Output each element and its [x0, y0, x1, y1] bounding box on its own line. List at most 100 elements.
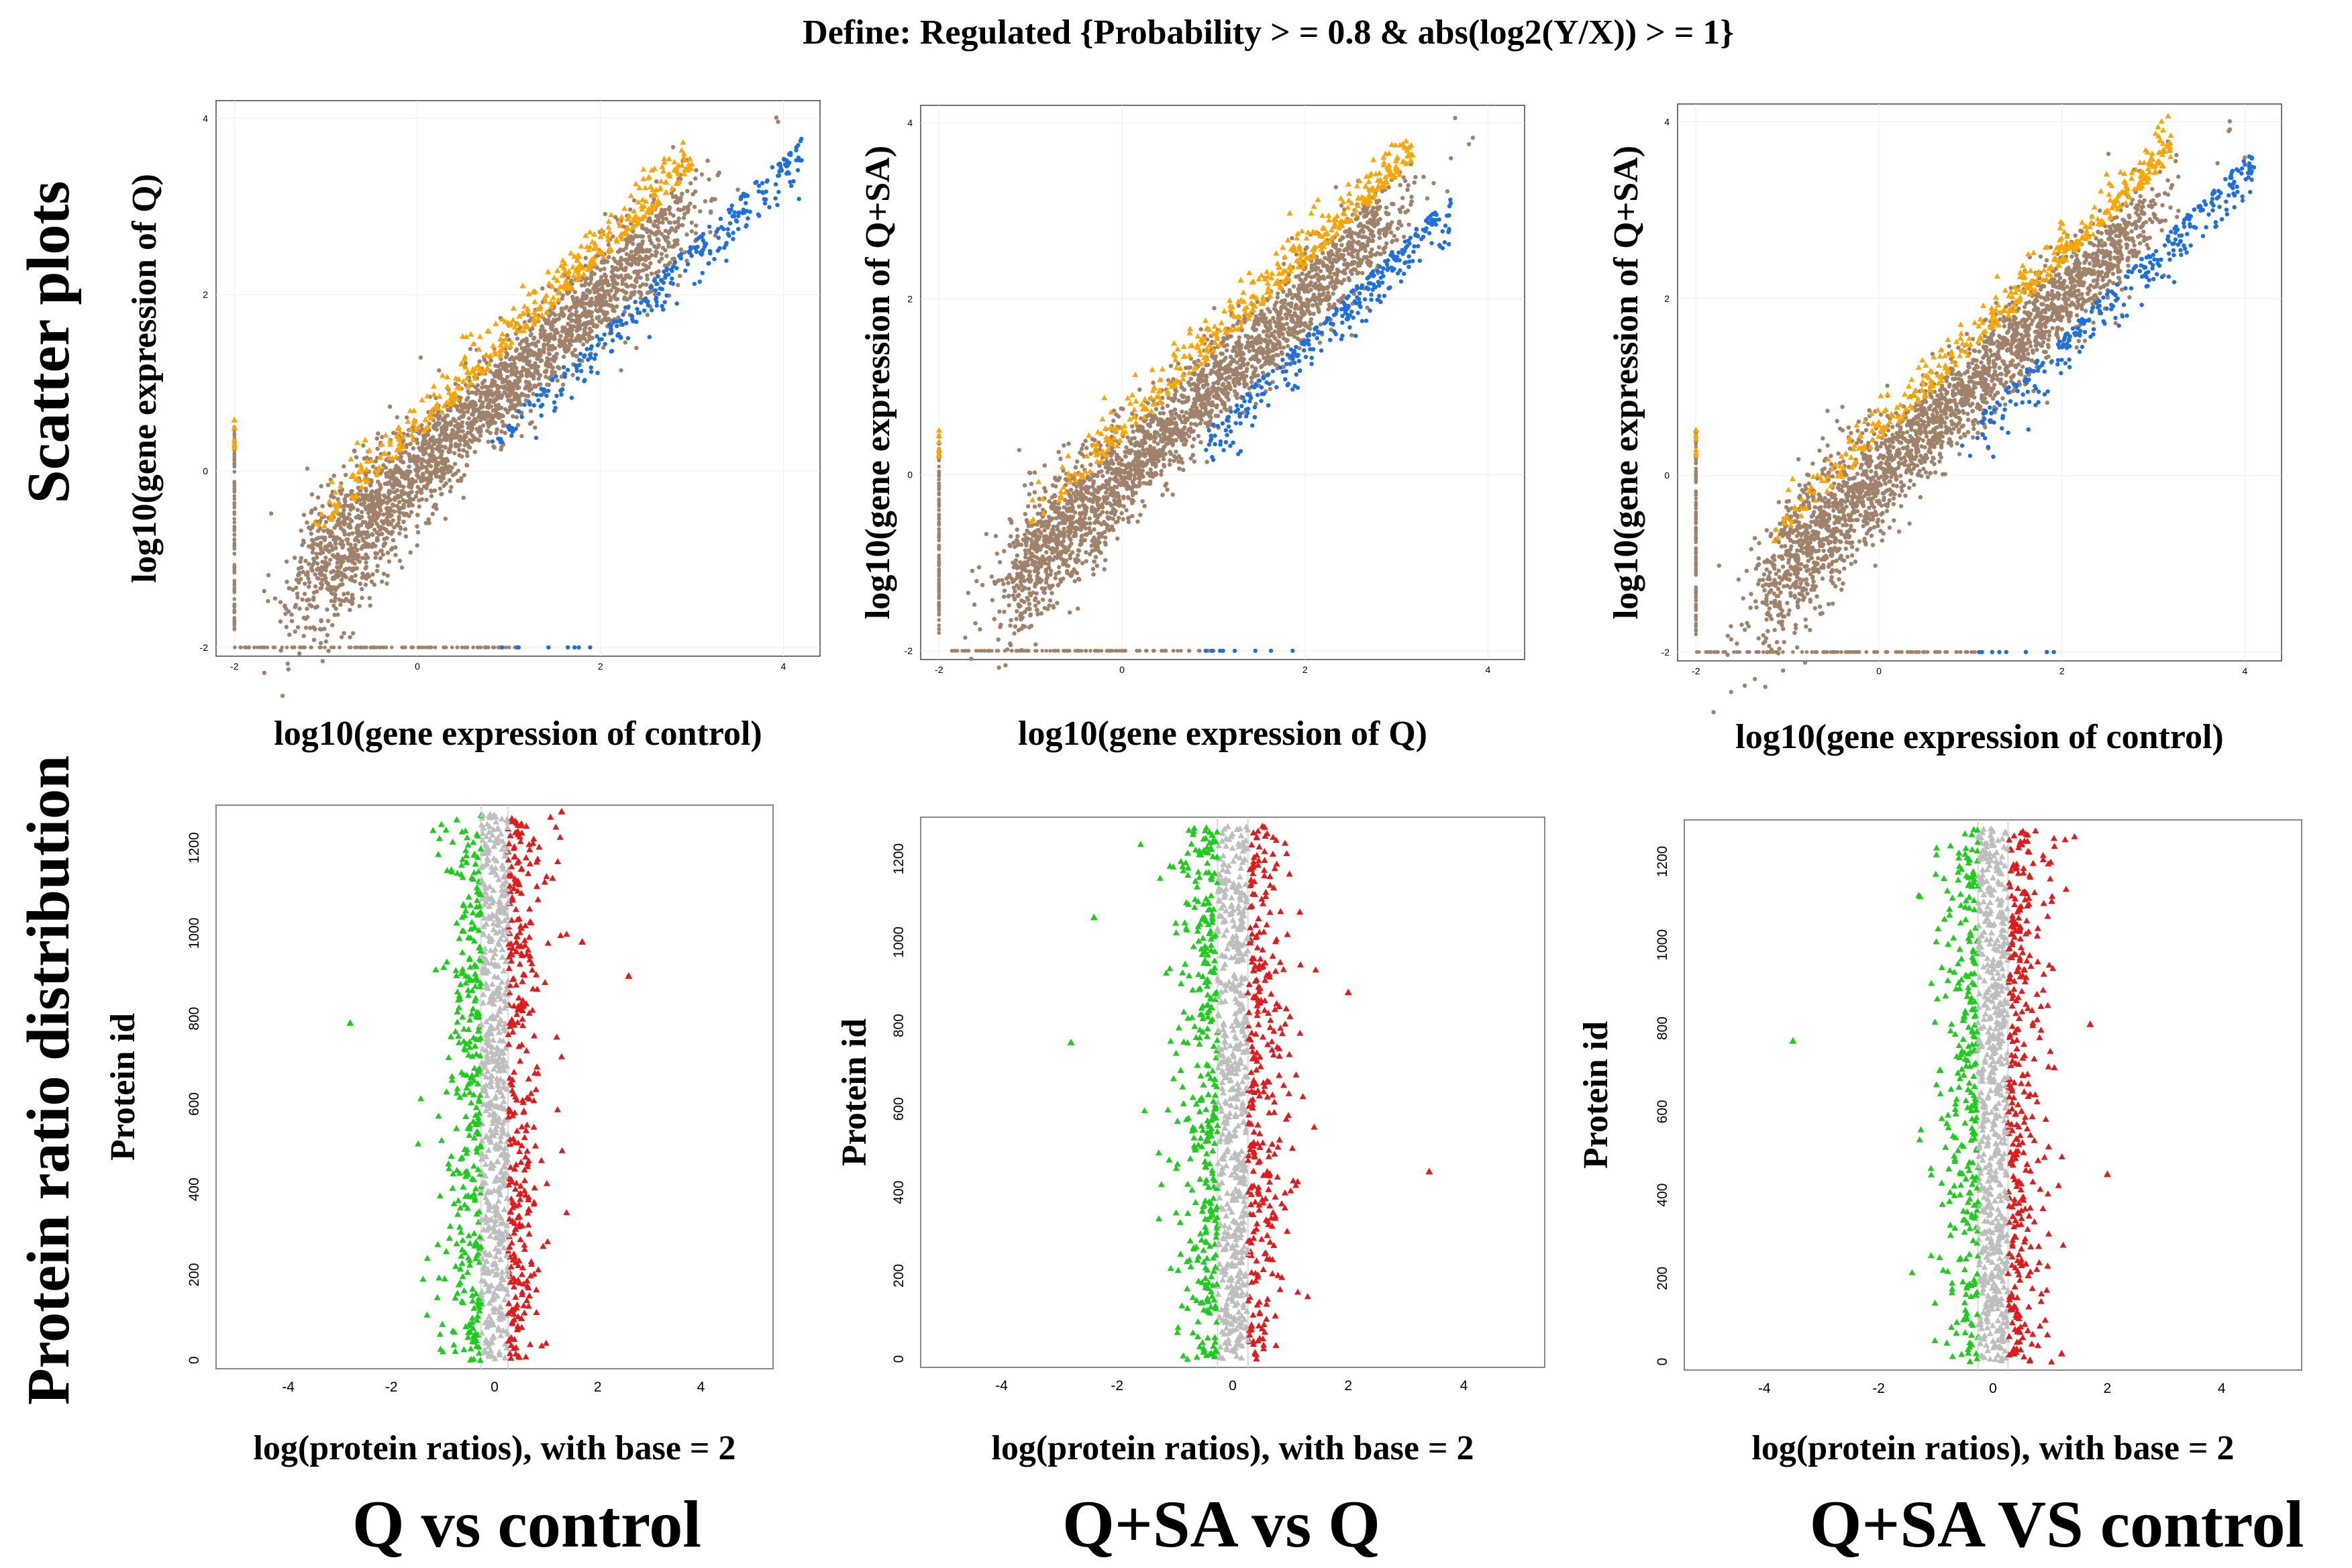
neutral-point [631, 242, 635, 246]
neutral-point [295, 595, 300, 600]
neutral-point [232, 597, 237, 601]
neutral-point [524, 384, 529, 388]
neutral-point [1333, 259, 1339, 264]
neutral-point [385, 528, 389, 533]
neutral-point [461, 448, 466, 453]
neutral-point [607, 282, 611, 287]
neutral-point [378, 508, 383, 513]
neutral-point [449, 484, 454, 490]
down-point [695, 237, 699, 242]
neutral-point [676, 216, 681, 221]
neutral-point [325, 543, 330, 548]
neutral-point [280, 645, 285, 649]
neutral-point [557, 337, 562, 343]
neutral-point [678, 247, 684, 252]
down-point [655, 281, 660, 286]
neutral-point [611, 280, 617, 284]
neutral-point [503, 378, 508, 382]
down-point [786, 152, 792, 157]
down-point [602, 332, 607, 337]
neutral-point [444, 645, 448, 649]
neutral-point [318, 541, 323, 547]
neutral-point [657, 259, 662, 264]
neutral-point [1294, 313, 1298, 319]
neutral-point [1159, 472, 1164, 477]
neutral-point [645, 229, 650, 234]
neutral-point [332, 537, 337, 543]
neutral-point [625, 242, 629, 247]
down-point [610, 338, 615, 343]
x-tick-label: 0 [1119, 664, 1125, 675]
neutral-point [1092, 527, 1096, 532]
down-point [732, 210, 737, 215]
neutral-point [649, 241, 654, 246]
neutral-point [1119, 511, 1124, 516]
neutral-point [392, 509, 397, 514]
neutral-point [478, 425, 482, 429]
neutral-point [362, 574, 366, 579]
neutral-point [645, 313, 650, 317]
neutral-point [387, 404, 393, 409]
neutral-point [1148, 467, 1153, 472]
neutral-point [1078, 542, 1082, 547]
neutral-point [366, 542, 371, 547]
neutral-point [997, 609, 1002, 614]
down-point [724, 258, 729, 263]
neutral-point [478, 433, 483, 438]
neutral-point [511, 414, 515, 419]
neutral-point [515, 336, 520, 341]
neutral-point [501, 413, 505, 419]
neutral-point [392, 477, 397, 482]
neutral-point [355, 547, 360, 552]
neutral-point [380, 552, 385, 557]
down-point [760, 180, 765, 186]
down-point [595, 370, 600, 375]
neutral-point [566, 275, 570, 280]
neutral-point [376, 431, 380, 436]
neutral-point [385, 501, 389, 505]
neutral-point [1091, 572, 1096, 577]
down-point [589, 346, 593, 351]
neutral-point [349, 503, 354, 508]
down-point [656, 274, 660, 278]
neutral-point [644, 248, 650, 252]
neutral-point [1145, 458, 1150, 464]
neutral-point [599, 274, 604, 280]
neutral-point [574, 354, 578, 358]
neutral-point [410, 477, 415, 482]
neutral-point [378, 549, 383, 554]
neutral-point [454, 444, 458, 449]
neutral-point [430, 511, 435, 517]
neutral-point [438, 433, 442, 437]
down-point [745, 193, 750, 198]
neutral-point [574, 336, 579, 341]
neutral-point [413, 460, 418, 465]
down-point [756, 189, 761, 194]
down-point [700, 270, 705, 276]
neutral-point [538, 382, 543, 386]
neutral-point [433, 460, 439, 465]
neutral-point [494, 431, 499, 435]
neutral-point [1409, 195, 1414, 199]
neutral-point [1094, 564, 1100, 568]
down-point [692, 281, 697, 286]
neutral-point [662, 207, 668, 213]
neutral-point [555, 378, 560, 383]
neutral-point [337, 597, 342, 602]
down-point [748, 209, 752, 214]
neutral-point [1044, 580, 1049, 585]
neutral-point [552, 354, 556, 359]
neutral-point [329, 570, 334, 574]
neutral-point [342, 521, 346, 525]
neutral-point [623, 340, 627, 345]
neutral-point [544, 374, 548, 379]
neutral-point [466, 405, 471, 410]
neutral-point [375, 515, 380, 519]
neutral-point [429, 476, 433, 481]
neutral-point [376, 479, 380, 484]
neutral-point [639, 292, 644, 297]
down-point [658, 286, 662, 291]
neutral-point [320, 659, 325, 664]
neutral-point [503, 362, 508, 367]
neutral-point [331, 603, 336, 608]
